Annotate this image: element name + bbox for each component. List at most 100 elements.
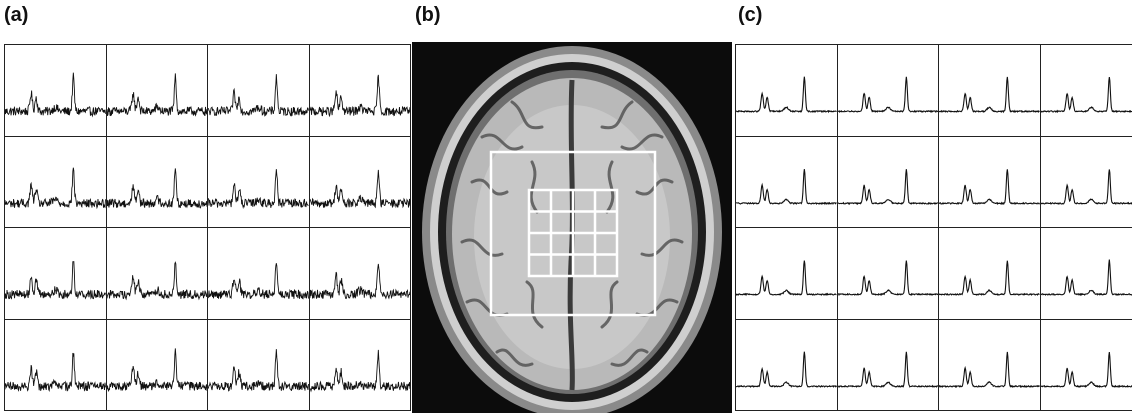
voxel-grid: [527, 188, 619, 278]
spectrum-trace-svg: [838, 137, 939, 228]
spectrum-cell: [1040, 228, 1132, 320]
spectrum-trace-svg: [5, 137, 106, 228]
spectrum-trace-svg: [838, 45, 939, 136]
spectrum-trace-svg: [1041, 320, 1132, 411]
spectrum-cell: [1040, 136, 1132, 228]
spectrum-trace-svg: [939, 137, 1040, 228]
spectrum-trace: [736, 351, 837, 386]
spectrum-trace: [939, 169, 1040, 204]
spectrum-trace: [1041, 260, 1132, 295]
spectrum-cell: [736, 319, 838, 411]
panel-b-label: (b): [415, 4, 441, 26]
spectrum-cell: [939, 45, 1041, 137]
spectrum-trace-svg: [208, 45, 309, 136]
spectrum-trace: [208, 74, 309, 116]
spectrum-trace-svg: [107, 228, 208, 319]
panel-c-label: (c): [738, 4, 763, 26]
spectrum-trace: [107, 348, 208, 390]
spectrum-cell: [106, 319, 208, 411]
spectrum-trace: [310, 349, 411, 390]
panel-a-label: (a): [4, 4, 29, 26]
spectrum-cell: [939, 136, 1041, 228]
spectrum-trace-svg: [939, 320, 1040, 411]
spectrum-trace: [939, 77, 1040, 112]
spectrum-trace: [838, 261, 939, 295]
spectrum-cell: [208, 136, 310, 228]
spectrum-trace-svg: [208, 228, 309, 319]
spectrum-trace-svg: [310, 320, 411, 411]
spectrum-trace-svg: [5, 45, 106, 136]
spectrum-trace: [939, 261, 1040, 295]
spectrum-trace: [107, 168, 208, 207]
spectrum-cell: [5, 319, 107, 411]
spectrum-trace-svg: [310, 45, 411, 136]
spectrum-cell: [736, 136, 838, 228]
spectrum-trace: [310, 169, 411, 207]
spectrum-cell: [208, 45, 310, 137]
spectrum-cell: [5, 228, 107, 320]
spectrum-trace: [838, 77, 939, 112]
spectrum-trace-svg: [107, 45, 208, 136]
spectrum-cell: [837, 136, 939, 228]
spectrum-cell: [837, 45, 939, 137]
spectrum-cell: [106, 136, 208, 228]
spectrum-trace-svg: [838, 228, 939, 319]
spectrum-trace-svg: [107, 320, 208, 411]
panel-a-spectra-grid: [4, 44, 411, 411]
spectrum-cell: [309, 136, 411, 228]
spectrum-trace: [208, 169, 309, 208]
spectrum-trace: [5, 262, 106, 299]
spectrum-trace: [1041, 352, 1132, 387]
spectrum-trace: [5, 352, 106, 390]
spectrum-trace-svg: [310, 228, 411, 319]
spectrum-trace: [107, 73, 208, 115]
brain-mri-image: [412, 42, 732, 413]
spectrum-trace: [1041, 77, 1132, 112]
spectrum-cell: [106, 45, 208, 137]
spectrum-cell: [939, 228, 1041, 320]
spectrum-cell: [5, 136, 107, 228]
spectrum-cell: [837, 319, 939, 411]
spectrum-trace-svg: [1041, 45, 1132, 136]
spectrum-trace-svg: [1041, 137, 1132, 228]
spectrum-trace-svg: [736, 320, 837, 411]
spectrum-trace: [5, 167, 106, 207]
spectrum-trace: [736, 261, 837, 295]
spectrum-trace: [838, 351, 939, 386]
spectrum-trace: [939, 351, 1040, 386]
spectrum-trace-svg: [5, 320, 106, 411]
spectrum-trace: [1041, 169, 1132, 204]
spectrum-cell: [309, 319, 411, 411]
spectrum-cell: [309, 228, 411, 320]
spectrum-trace: [107, 262, 208, 298]
spectrum-trace-svg: [736, 45, 837, 136]
spectrum-cell: [837, 228, 939, 320]
spectrum-trace: [310, 75, 411, 116]
spectrum-trace: [208, 263, 309, 299]
spectrum-trace-svg: [107, 137, 208, 228]
spectrum-cell: [208, 228, 310, 320]
spectrum-trace: [310, 264, 411, 299]
spectrum-trace: [5, 73, 106, 116]
spectrum-cell: [736, 228, 838, 320]
spectrum-cell: [939, 319, 1041, 411]
spectrum-trace: [736, 77, 837, 112]
spectrum-cell: [736, 45, 838, 137]
panel-c-spectra-grid: [735, 44, 1132, 411]
spectrum-trace: [208, 349, 309, 391]
spectrum-cell: [1040, 319, 1132, 411]
spectrum-cell: [5, 45, 107, 137]
spectrum-cell: [309, 45, 411, 137]
spectrum-trace-svg: [208, 320, 309, 411]
spectrum-trace-svg: [939, 45, 1040, 136]
spectrum-cell: [208, 319, 310, 411]
spectrum-trace-svg: [736, 228, 837, 319]
spectrum-trace-svg: [310, 137, 411, 228]
spectrum-trace-svg: [838, 320, 939, 411]
spectrum-trace-svg: [5, 228, 106, 319]
spectrum-cell: [1040, 45, 1132, 137]
spectrum-cell: [106, 228, 208, 320]
spectrum-trace-svg: [939, 228, 1040, 319]
spectrum-trace-svg: [736, 137, 837, 228]
spectrum-trace-svg: [208, 137, 309, 228]
